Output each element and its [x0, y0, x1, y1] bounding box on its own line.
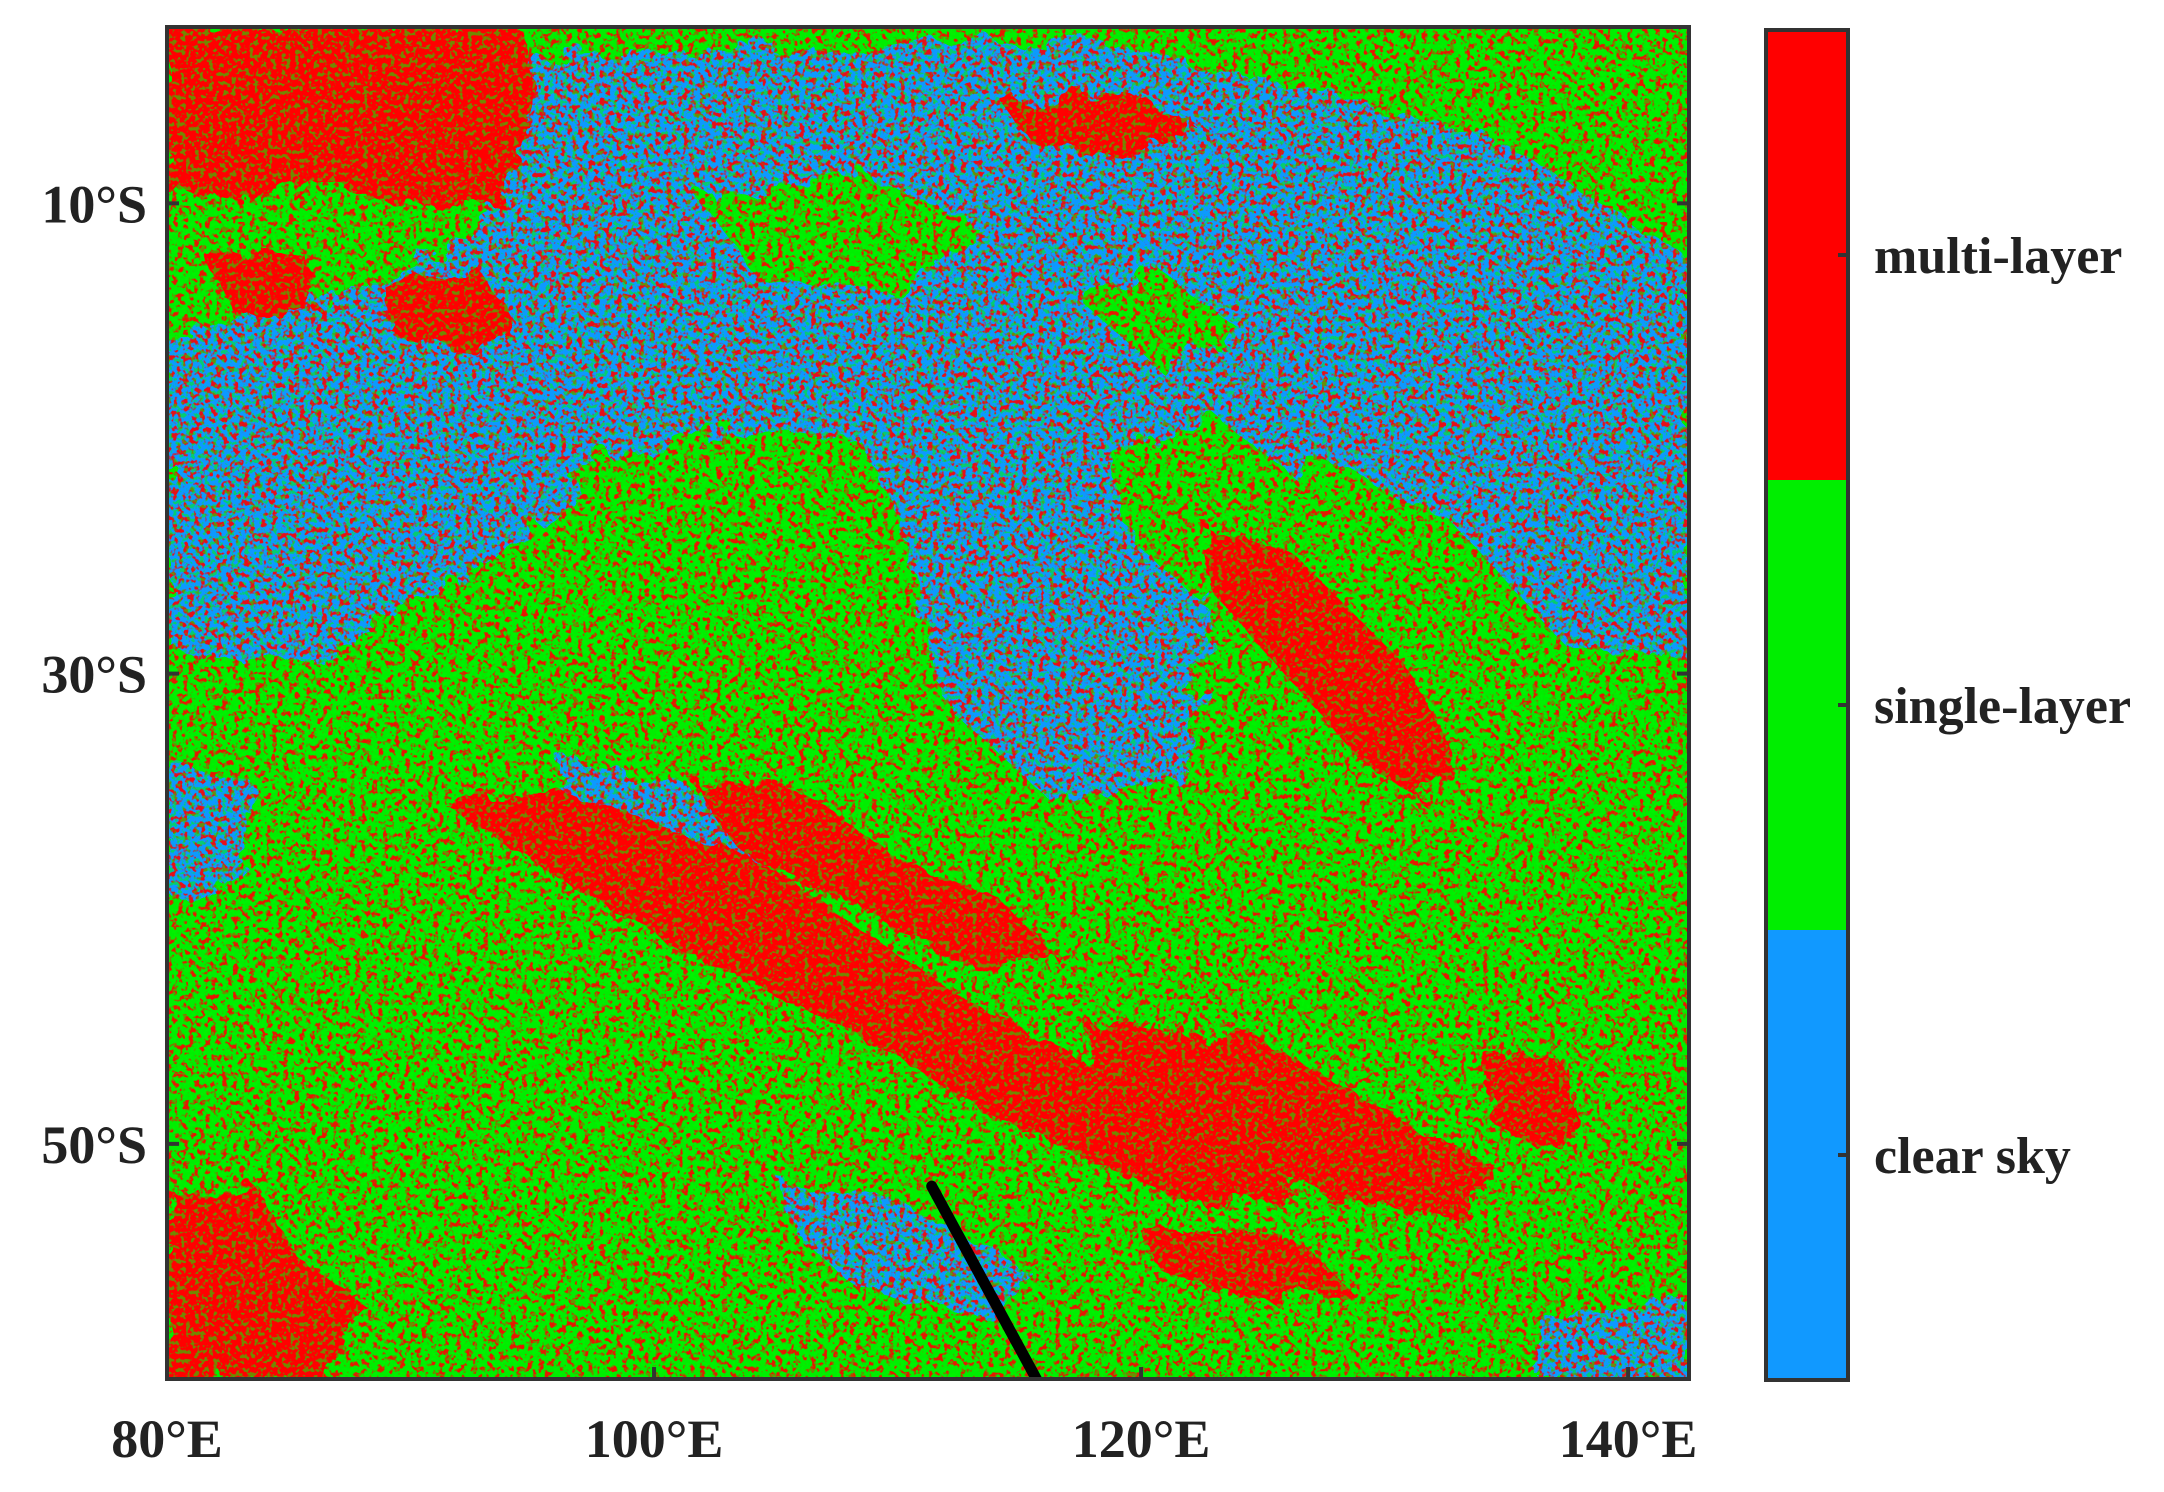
y-axis: 10°S 30°S 50°S	[41, 174, 1689, 1175]
y-tick-label: 50°S	[41, 1115, 147, 1175]
colorbar-swatch-single-layer	[1766, 480, 1848, 930]
x-tick-label: 120°E	[1072, 1409, 1211, 1469]
colorbar-label-clear-sky: clear sky	[1874, 1128, 2071, 1185]
single-layer-speckle	[167, 27, 1689, 1379]
satellite-track	[926, 1180, 1042, 1379]
colorbar-label-multi-layer: multi-layer	[1874, 228, 2122, 285]
colorbar-frame	[1764, 28, 1850, 1382]
colorbar-label-single-layer: single-layer	[1874, 678, 2131, 735]
map-frame	[165, 25, 1691, 1381]
colorbar-swatch-multi-layer	[1766, 30, 1848, 480]
x-tick-label: 80°E	[111, 1409, 223, 1469]
y-tick-label: 10°S	[41, 174, 147, 234]
x-tick-label: 140°E	[1559, 1409, 1698, 1469]
class-colorbar: multi-layer single-layer clear sky	[1764, 28, 2131, 1382]
x-axis: 80°E 100°E 120°E 140°E	[111, 1367, 1697, 1469]
map-plot-area	[167, 27, 1689, 1379]
x-tick-label: 100°E	[585, 1409, 724, 1469]
colorbar-swatch-clear-sky	[1766, 930, 1848, 1380]
y-tick-label: 30°S	[41, 645, 147, 705]
